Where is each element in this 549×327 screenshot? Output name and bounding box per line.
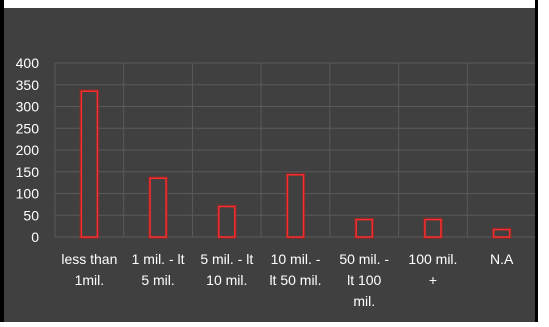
bar-chart: 0 50 100 150 200 250 300 350 400 less than 1mil. 1… <box>16 55 537 309</box>
x-axis-ticks: less than 1mil. 1 mil. - lt 5 mil. 5 mil. - … <box>61 251 514 309</box>
x-tick-label: 100 mil. + <box>408 251 457 288</box>
bar-2 <box>218 205 236 238</box>
bar-4 <box>355 218 373 238</box>
x-tick-label-line: 100 mil. <box>408 251 457 267</box>
x-tick-label-line: 1mil. <box>75 272 105 288</box>
chart-area: 0 50 100 150 200 250 300 350 400 less than 1mil. 1… <box>0 0 538 322</box>
y-tick-label: 150 <box>16 164 40 180</box>
x-tick-label-line: mil. <box>353 293 375 309</box>
x-tick-label: N.A <box>490 251 514 267</box>
grid <box>54 62 537 238</box>
y-axis-ticks: 0 50 100 150 200 250 300 350 400 <box>16 55 40 245</box>
x-tick-label-line: 10 mil. <box>206 272 247 288</box>
bar-5 <box>424 218 442 238</box>
x-tick-label-line: + <box>429 272 437 288</box>
x-tick-label-line: 50 mil. - <box>339 251 389 267</box>
x-tick-label-line: 5 mil. <box>141 272 174 288</box>
x-tick-label-line: lt 100 <box>347 272 381 288</box>
y-tick-label: 100 <box>16 186 40 202</box>
title-strip <box>0 0 538 8</box>
bar-6 <box>492 228 511 238</box>
x-tick-label-line: less than <box>61 251 117 267</box>
y-tick-label: 50 <box>23 207 39 223</box>
bar-1 <box>149 177 167 238</box>
y-tick-label: 400 <box>16 55 40 71</box>
x-tick-label-line: 1 mil. - lt <box>132 251 185 267</box>
x-tick-label-line: N.A <box>490 251 514 267</box>
y-tick-label: 300 <box>16 99 40 115</box>
x-tick-label: less than 1mil. <box>61 251 117 288</box>
bars <box>79 89 512 240</box>
bar-0 <box>80 90 99 238</box>
x-tick-label: 5 mil. - lt 10 mil. <box>200 251 253 288</box>
y-tick-label: 0 <box>31 229 39 245</box>
x-tick-label: 1 mil. - lt 5 mil. <box>132 251 185 288</box>
x-tick-label-line: 5 mil. - lt <box>200 251 253 267</box>
y-tick-label: 200 <box>16 142 40 158</box>
x-tick-label: 10 mil. - lt 50 mil. <box>269 251 321 288</box>
x-tick-label: 50 mil. - lt 100 mil. <box>339 251 389 309</box>
x-tick-label-line: 10 mil. - <box>271 251 321 267</box>
x-tick-label-line: lt 50 mil. <box>269 272 321 288</box>
y-tick-label: 350 <box>16 77 40 93</box>
y-tick-label: 250 <box>16 120 40 136</box>
bar-3 <box>286 174 305 238</box>
